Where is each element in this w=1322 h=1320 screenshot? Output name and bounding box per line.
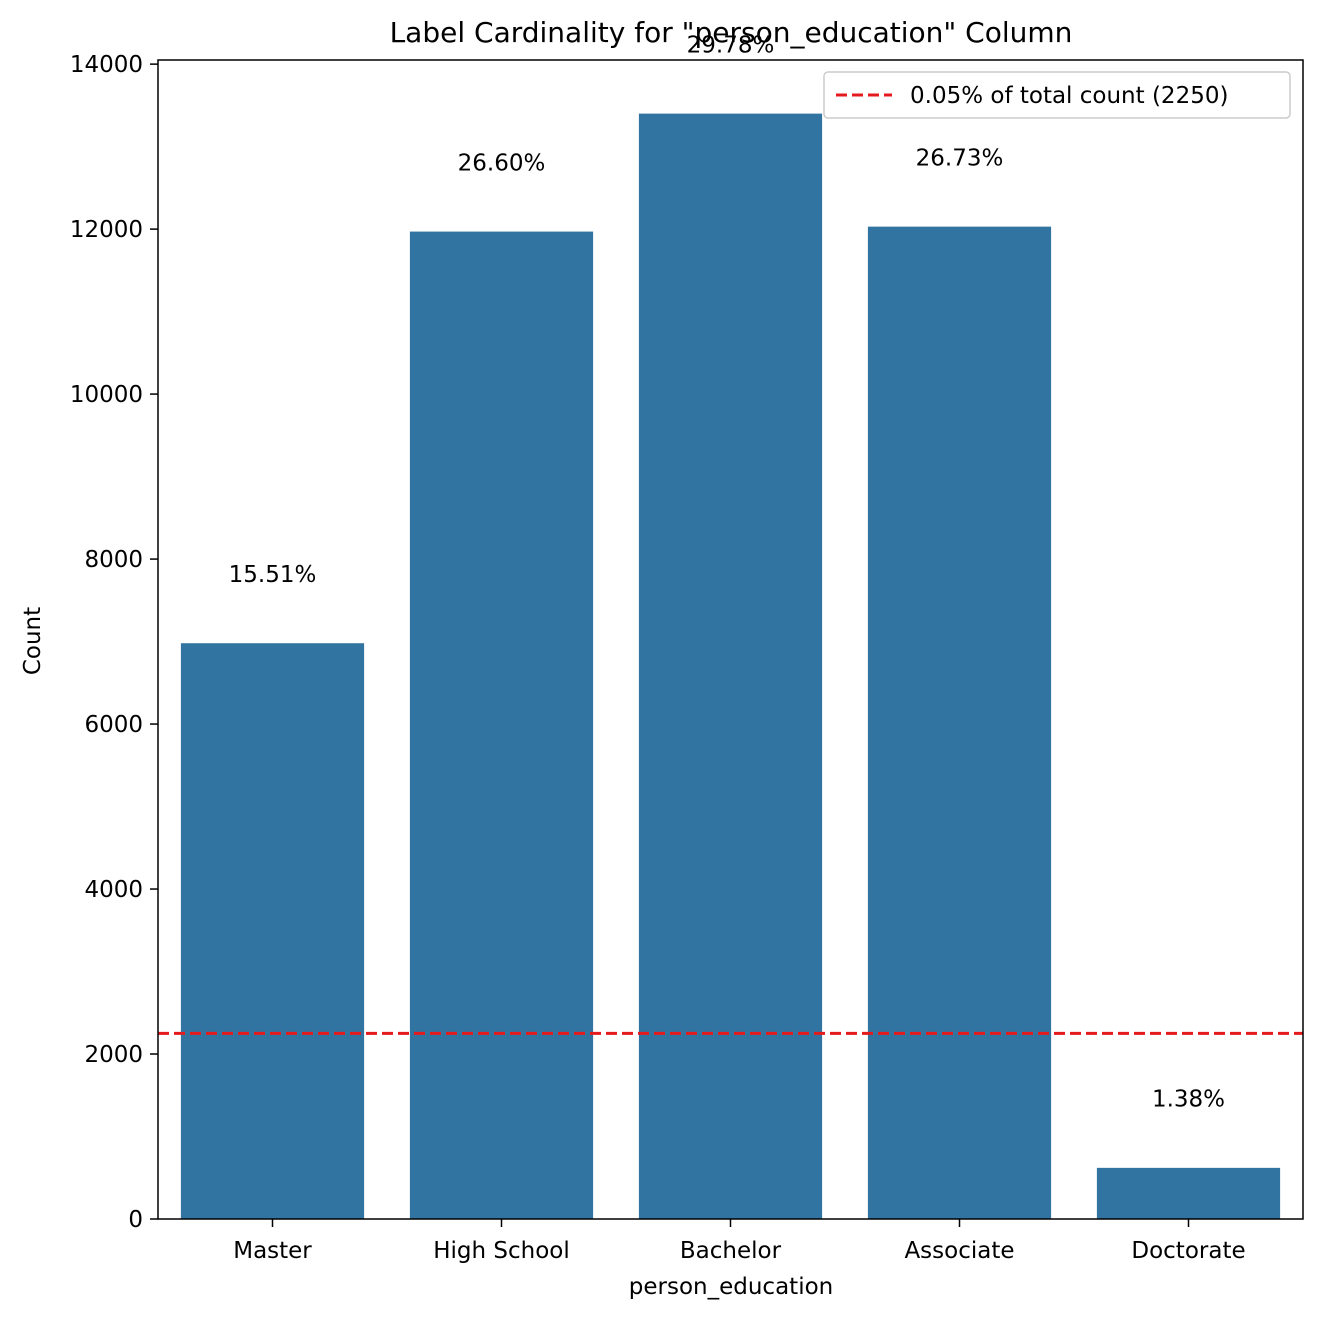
x-tick-label: High School bbox=[433, 1238, 570, 1264]
legend: 0.05% of total count (2250) bbox=[823, 71, 1291, 119]
legend-box bbox=[823, 71, 1291, 119]
data-label-bachelor: 29.78% bbox=[687, 32, 775, 58]
bar-master bbox=[180, 643, 365, 1219]
y-axis: 0 2000 4000 6000 8000 10000 12000 14000 bbox=[70, 52, 158, 1233]
x-tick-label: Doctorate bbox=[1131, 1238, 1245, 1264]
x-tick-label: Associate bbox=[904, 1238, 1014, 1264]
x-axis: Master High School Bachelor Associate Doctor… bbox=[233, 1219, 1246, 1264]
y-axis-label: Count bbox=[20, 607, 46, 675]
y-tick-label: 10000 bbox=[70, 382, 143, 408]
y-tick-label: 4000 bbox=[84, 877, 143, 903]
data-label-associate: 26.73% bbox=[916, 145, 1004, 171]
y-tick-label: 6000 bbox=[84, 712, 143, 738]
data-labels-group: 15.51% 26.60% 29.78% 26.73% 1.38% bbox=[229, 32, 1225, 1112]
y-tick-label: 12000 bbox=[70, 217, 143, 243]
y-tick-label: 8000 bbox=[84, 547, 143, 573]
data-label-high-school: 26.60% bbox=[458, 150, 546, 176]
x-tick-label: Master bbox=[233, 1238, 312, 1264]
bar-high-school bbox=[409, 231, 594, 1220]
y-tick-label: 0 bbox=[128, 1207, 143, 1233]
chart-title: Label Cardinality for "person_education"… bbox=[390, 16, 1073, 49]
plot-frame bbox=[157, 59, 1304, 1220]
bar-bachelor bbox=[638, 113, 823, 1219]
bars-group bbox=[180, 113, 1281, 1220]
x-axis-label: person_education bbox=[629, 1274, 833, 1300]
x-tick-label: Bachelor bbox=[680, 1238, 782, 1264]
bar-associate bbox=[867, 226, 1052, 1220]
y-tick-label: 2000 bbox=[84, 1042, 143, 1068]
y-tick-label: 14000 bbox=[70, 52, 143, 78]
bar-doctorate bbox=[1096, 1167, 1281, 1219]
data-label-master: 15.51% bbox=[229, 562, 317, 588]
data-label-doctorate: 1.38% bbox=[1152, 1087, 1225, 1113]
legend-label: 0.05% of total count (2250) bbox=[910, 83, 1228, 109]
